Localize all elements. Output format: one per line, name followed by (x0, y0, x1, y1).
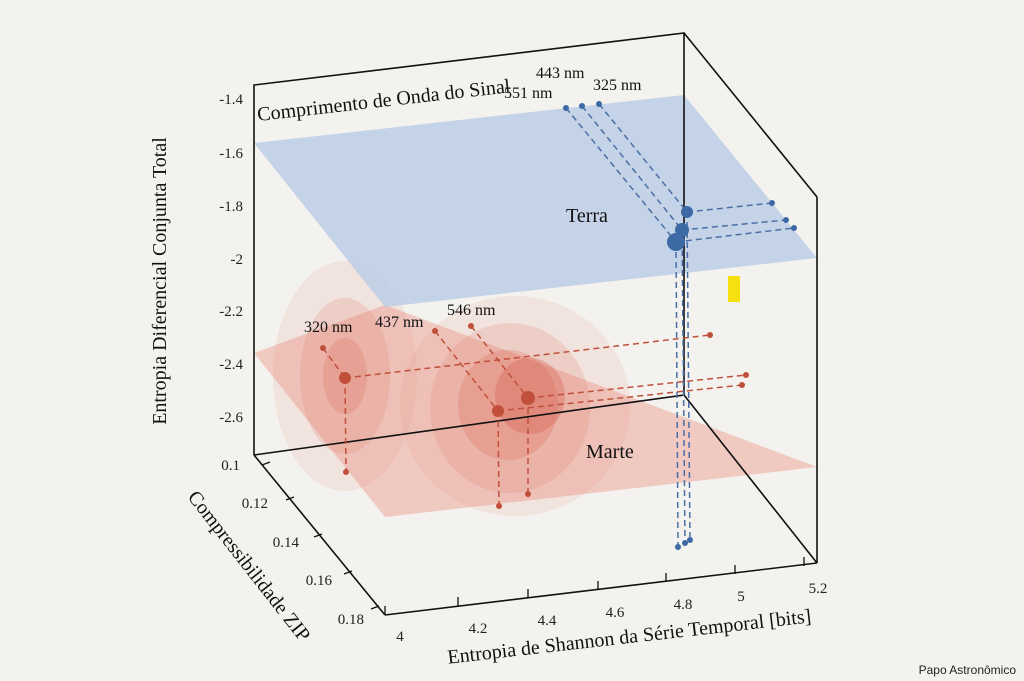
x-tick: 5.2 (809, 581, 828, 597)
plane-label-terra: Terra (566, 205, 608, 227)
label-325nm: 325 nm (593, 77, 642, 94)
x-tick-labels: 4 4.2 4.4 4.6 4.8 5 5.2 (396, 581, 827, 645)
x-tick: 4 (396, 629, 404, 645)
y-tick: 0.16 (306, 573, 333, 589)
y-tick: 0.1 (221, 458, 240, 474)
marte-point-320[interactable] (339, 372, 351, 384)
x-tick: 4.2 (469, 621, 488, 637)
axis-box (253, 32, 818, 616)
y-tick: 0.14 (273, 535, 300, 551)
credit-text: Papo Astronômico (918, 663, 1016, 677)
marte-point-437[interactable] (492, 405, 504, 417)
z-axis-label: Entropia Diferencial Conjunta Total (149, 137, 171, 425)
highlight-marker (728, 276, 740, 302)
terra-points (563, 101, 797, 550)
y-ticks (261, 461, 380, 610)
y-tick: 0.18 (338, 612, 364, 628)
marte-point-546[interactable] (521, 391, 535, 405)
z-tick: -2 (231, 252, 244, 268)
marte-points (320, 323, 749, 509)
x-tick: 4.6 (606, 605, 625, 621)
z-tick: -1.4 (219, 92, 243, 108)
x-axis-label: Entropia de Shannon da Série Temporal [b… (446, 605, 812, 668)
y-tick-labels: 0.1 0.12 0.14 0.16 0.18 (221, 458, 364, 628)
x-tick: 5 (737, 589, 745, 605)
label-320nm: 320 nm (304, 319, 353, 336)
terra-point-325[interactable] (667, 233, 685, 251)
marte-halos (273, 261, 630, 516)
label-437nm: 437 nm (375, 314, 424, 331)
marte-series (322, 325, 747, 507)
y-tick: 0.12 (242, 496, 268, 512)
z-tick-labels: -1.4 -1.6 -1.8 -2 -2.2 -2.4 -2.6 (219, 92, 243, 426)
z-tick: -2.2 (219, 304, 243, 320)
legend-title: Comprimento de Onda do Sinal (256, 75, 512, 126)
z-tick: -2.4 (219, 357, 243, 373)
z-tick: -1.6 (219, 146, 243, 162)
label-546nm: 546 nm (447, 302, 496, 319)
z-tick: -2.6 (219, 410, 243, 426)
terra-point-443[interactable] (681, 206, 693, 218)
x-ticks (384, 557, 805, 615)
plane-label-marte: Marte (586, 441, 634, 463)
terra-series (565, 103, 795, 548)
wavelength-labels: 443 nm 551 nm 325 nm 320 nm 437 nm 546 n… (304, 65, 642, 336)
marte-plane (254, 305, 817, 517)
z-tick: -1.8 (219, 199, 243, 215)
label-551nm: 551 nm (504, 85, 553, 102)
x-tick: 4.8 (674, 597, 693, 613)
label-443nm: 443 nm (536, 65, 585, 82)
x-tick: 4.4 (538, 613, 557, 629)
